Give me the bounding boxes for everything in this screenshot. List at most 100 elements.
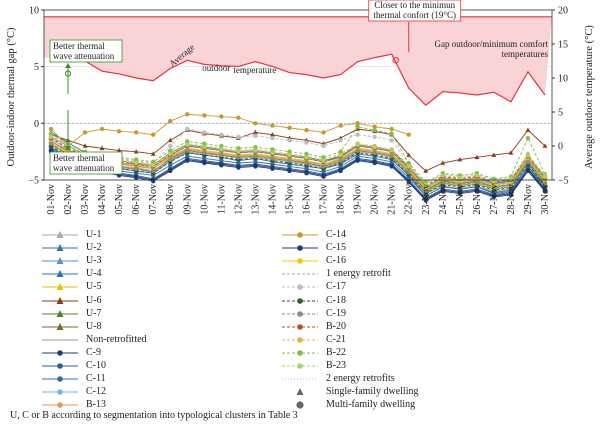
data-point [389,163,394,168]
data-point [202,150,207,155]
data-point [150,151,156,156]
x-tick-label: 03-Nov [80,184,91,215]
data-point [116,147,122,153]
legend-symbol [42,339,78,341]
legend-label: C-12 [86,386,106,398]
data-point [321,158,326,163]
x-tick-label: 16-Nov [302,184,313,215]
y-left-tick-label: 10 [29,6,39,17]
x-tick-label: 10-Nov [199,184,210,215]
y-left-tick-labels: −5 0 5 10 [28,6,44,187]
marker-circle-green [64,70,72,77]
data-point [99,145,105,151]
series-line [50,137,546,187]
data-point [355,148,360,153]
data-point [338,164,343,169]
data-point [457,157,463,162]
data-point [253,154,258,159]
data-point [304,169,309,175]
data-point [508,150,514,155]
x-tick-label: 30-Nov [540,184,551,215]
data-point [542,188,548,193]
x-tick-label: 18-Nov [336,184,347,215]
data-point [270,161,275,167]
y-left-tick-label: −5 [28,176,39,187]
x-tick-label: 27-Nov [489,184,500,215]
data-point [338,167,343,172]
data-point [236,134,241,140]
series-line [50,128,546,184]
footnote: U, C or B according to segmentation into… [10,410,298,421]
legend-label: B-23 [326,360,346,371]
data-point [406,132,411,137]
data-point [372,150,377,155]
series-line [50,150,546,200]
legend-label: B-22 [326,346,346,358]
legend-symbol [282,350,318,356]
legend-label: Multi-family dwelling [326,399,416,411]
legend-symbol [282,273,318,275]
x-tick-label: 07-Nov [148,184,159,215]
legend-label: U-7 [86,307,102,319]
data-point [48,131,54,136]
data-point [270,150,275,155]
data-point [167,137,173,143]
x-tick-label: 09-Nov [182,184,193,215]
legend-label: U-6 [86,294,102,306]
series-c-19 [48,141,548,194]
series-line [50,149,546,199]
data-point [321,143,326,149]
data-point [202,159,207,165]
y-left-tick-label: 5 [34,62,39,73]
legend-label: 2 energy retrofits [326,373,395,385]
data-point [304,160,309,166]
legend-symbol [42,231,78,238]
legend-label: U-4 [86,268,102,280]
data-point [151,163,156,168]
data-point [423,197,428,202]
data-point [219,143,224,149]
series-line [50,151,546,201]
legend-symbol [42,363,78,369]
gap-area [44,16,552,106]
legend-symbol [282,232,318,238]
data-point [525,152,531,158]
data-point [151,159,156,165]
data-point [116,129,122,134]
data-point [508,176,514,182]
y-right-tick-label: 10 [558,74,568,85]
x-tick-label: 24-Nov [438,184,449,215]
data-point [389,126,394,132]
data-point [270,165,275,170]
data-point [491,178,497,184]
data-point [185,148,190,153]
series-line [50,142,546,190]
legend-symbol [42,283,78,291]
plot-frame [43,9,553,181]
data-point [542,173,548,178]
data-point [474,173,480,178]
data-point [219,114,224,119]
data-point [287,158,292,163]
legend-label: C-17 [326,281,346,293]
data-point [287,167,292,172]
series-line [50,136,546,186]
data-point [151,168,156,174]
legend-symbol [42,389,78,395]
attenuation-box-top [49,39,123,63]
data-point [202,144,207,150]
series-b-22 [48,124,548,185]
data-point [202,113,207,118]
data-point [457,182,463,187]
data-point [525,135,531,141]
y-right-tick-label: 0 [558,142,563,153]
legend-label: C-19 [326,307,346,319]
data-point [287,164,292,169]
data-point [168,163,173,168]
data-point [202,156,207,161]
series-layer [48,112,548,203]
x-tick-label: 28-Nov [506,184,517,215]
legend-label: U-5 [86,281,102,293]
data-point [253,133,258,138]
data-point [253,129,258,135]
